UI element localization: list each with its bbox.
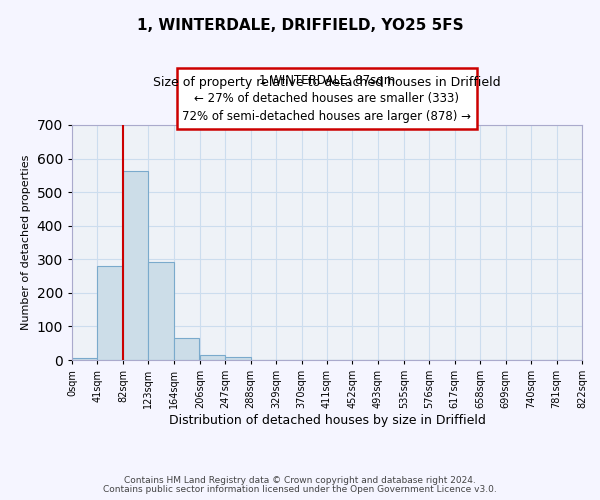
Text: 1 WINTERDALE: 87sqm
← 27% of detached houses are smaller (333)
72% of semi-detac: 1 WINTERDALE: 87sqm ← 27% of detached ho… xyxy=(182,74,472,122)
Bar xyxy=(97,266,123,360)
Text: Contains HM Land Registry data © Crown copyright and database right 2024.: Contains HM Land Registry data © Crown c… xyxy=(124,476,476,485)
Bar xyxy=(225,357,251,360)
X-axis label: Distribution of detached houses by size in Driffield: Distribution of detached houses by size … xyxy=(169,414,485,427)
Bar xyxy=(148,262,174,360)
Bar xyxy=(72,358,97,360)
Title: Size of property relative to detached houses in Driffield: Size of property relative to detached ho… xyxy=(153,76,501,89)
Bar xyxy=(174,338,199,360)
Text: Contains public sector information licensed under the Open Government Licence v3: Contains public sector information licen… xyxy=(103,484,497,494)
Bar xyxy=(123,172,148,360)
Bar xyxy=(200,356,225,360)
Y-axis label: Number of detached properties: Number of detached properties xyxy=(21,155,31,330)
Text: 1, WINTERDALE, DRIFFIELD, YO25 5FS: 1, WINTERDALE, DRIFFIELD, YO25 5FS xyxy=(137,18,463,32)
